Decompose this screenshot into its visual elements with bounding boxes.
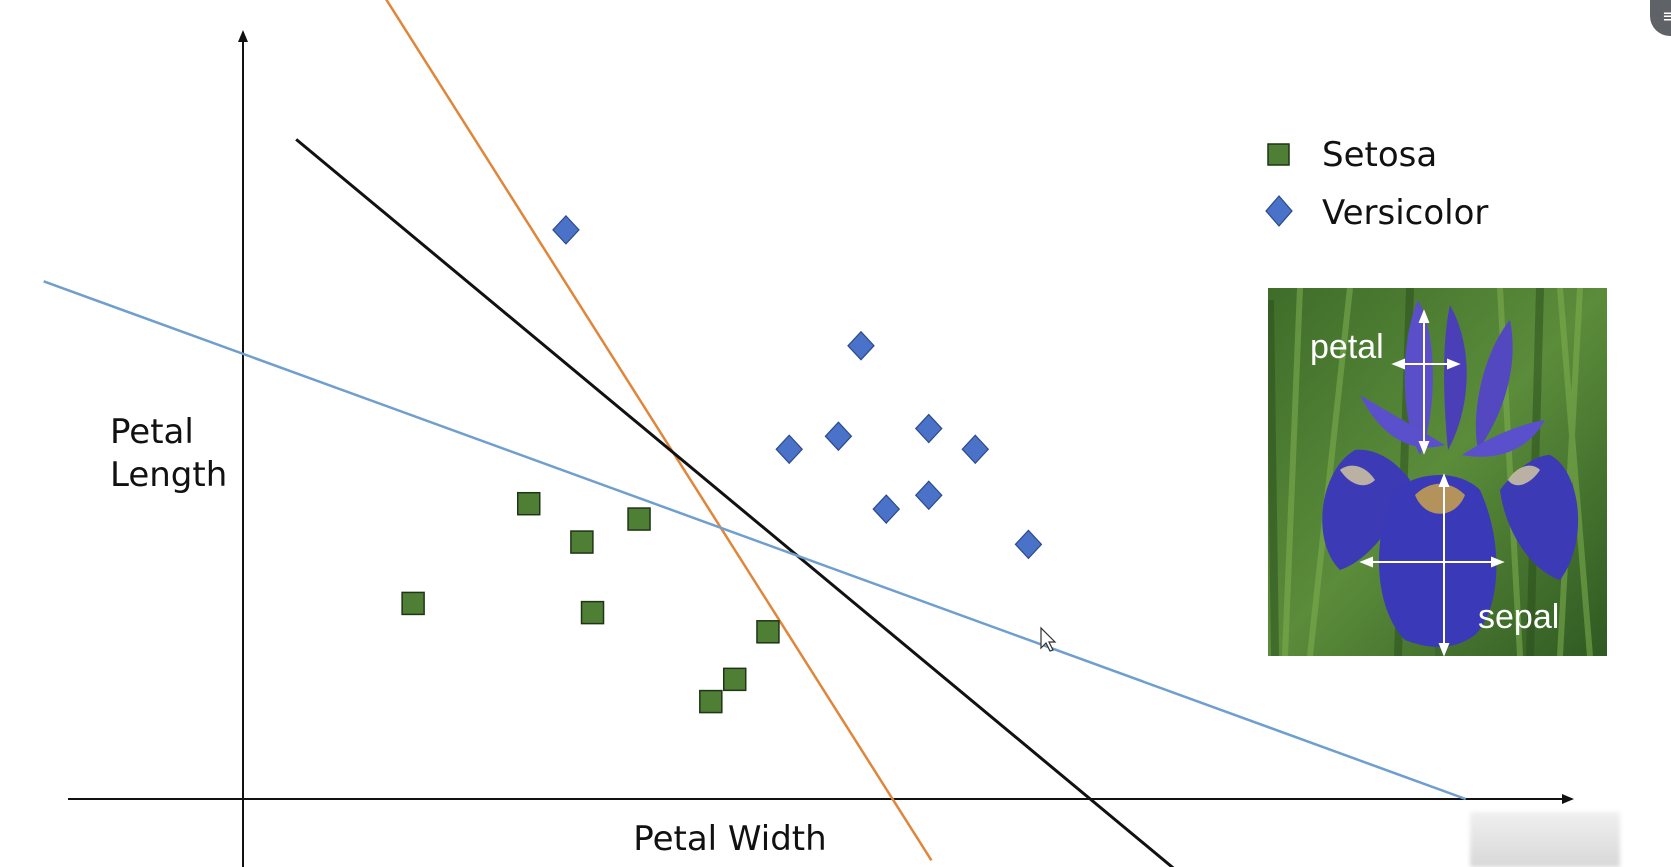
sepal-label: sepal [1478,598,1559,636]
versicolor-point-4 [847,330,875,361]
legend: Setosa Versicolor [1265,135,1488,233]
decision-line-1 [385,0,933,862]
x-axis-label: Petal Width [633,819,826,859]
y-axis-label-line2: Length [110,455,227,495]
versicolor-point-6 [914,480,943,511]
decision-lines [43,0,1467,867]
versicolor-point-7 [914,413,943,444]
mouse-cursor [1040,626,1057,652]
video-thumbnail-overlay [1470,812,1620,867]
setosa-point-8 [756,620,780,644]
setosa-point-4 [580,600,605,625]
versicolor-point-3 [824,421,853,452]
petal-label: petal [1310,328,1384,366]
setosa-point-6 [699,689,723,714]
legend-setosa-marker [1267,143,1290,166]
legend-setosa-label: Setosa [1322,135,1437,175]
versicolor-point-8 [961,434,990,465]
legend-versicolor-marker [1265,195,1293,227]
decision-line-3 [43,280,1467,801]
setosa-point-1 [401,591,425,616]
setosa-point-7 [722,667,747,692]
legend-versicolor-label: Versicolor [1322,193,1488,233]
iris-photo: petal sepal [1268,288,1607,656]
decision-line-2 [295,138,1175,867]
setosa-point-3 [570,530,594,554]
versicolor-point-5 [872,494,901,524]
setosa-point-2 [516,491,541,516]
versicolor-point-9 [1014,529,1043,560]
setosa-point-5 [627,507,651,531]
y-axis-label-line1: Petal [110,412,194,452]
versicolor-point-1 [552,215,580,245]
menu-button[interactable]: ≡ [1650,0,1671,36]
menu-icon: ≡ [1662,6,1671,27]
data-points [401,215,1043,714]
versicolor-point-2 [775,434,804,465]
